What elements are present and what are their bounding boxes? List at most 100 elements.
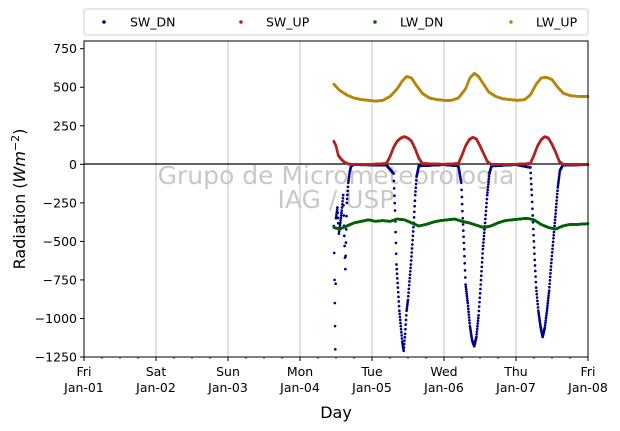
data-point [536, 302, 540, 306]
data-point [411, 234, 415, 238]
data-point [414, 182, 418, 186]
legend-label-lw-up: LW_UP [536, 15, 578, 30]
data-point [549, 265, 553, 268]
x-tick-label-day: Mon [287, 364, 313, 379]
x-axis-label: Day [320, 403, 352, 422]
data-point [344, 241, 348, 244]
data-point [554, 212, 557, 215]
data-point [345, 214, 348, 218]
data-point [461, 216, 465, 220]
data-point [408, 269, 412, 273]
data-point [532, 240, 536, 243]
x-tick-label-day: Tue [360, 364, 383, 379]
data-point [558, 173, 561, 177]
data-point [396, 290, 400, 294]
x-tick-label-date: Jan-04 [279, 380, 320, 395]
data-point [400, 334, 404, 337]
data-point [398, 318, 402, 322]
data-point [343, 244, 346, 248]
data-point [483, 221, 487, 225]
data-point [479, 274, 483, 278]
data-point [551, 240, 555, 244]
data-point [465, 292, 469, 296]
data-point [529, 166, 532, 169]
data-point [484, 209, 488, 213]
data-point [463, 261, 467, 265]
data-point [532, 233, 535, 237]
data-point [554, 209, 558, 212]
data-point [409, 259, 413, 262]
y-tick-label: 0 [69, 157, 77, 172]
data-point [406, 302, 409, 306]
data-point [552, 233, 556, 237]
legend: SW_DN SW_UP LW_DN LW_UP [83, 8, 589, 36]
data-point [475, 335, 478, 339]
data-point [335, 208, 339, 211]
data-point [397, 295, 400, 299]
data-point [544, 314, 548, 317]
data-point [555, 195, 559, 199]
data-point [339, 216, 343, 220]
data-point [339, 219, 342, 222]
data-point [479, 287, 482, 291]
series-lw-up [332, 72, 590, 103]
data-point [487, 174, 491, 178]
data-point [482, 241, 485, 244]
data-point [548, 285, 551, 289]
x-tick-label-date: Jan-06 [423, 380, 464, 395]
legend-label-sw-dn: SW_DN [130, 15, 176, 30]
data-point [404, 327, 407, 331]
data-point [531, 220, 535, 224]
legend-marker-sw-dn [102, 20, 106, 24]
data-point [481, 247, 485, 251]
data-point [341, 193, 345, 197]
data-point [348, 172, 351, 176]
data-point [461, 229, 465, 232]
series-lw-dn [332, 216, 590, 231]
data-point [485, 201, 488, 205]
data-point [465, 294, 469, 298]
y-axis-label-exponent: −2 [9, 135, 22, 151]
data-point [347, 177, 351, 180]
data-points [332, 72, 590, 353]
data-point [332, 251, 336, 255]
data-point [476, 324, 479, 328]
data-point [341, 196, 345, 200]
data-point [544, 319, 548, 322]
data-point [406, 298, 410, 302]
data-point [533, 258, 537, 262]
data-point [334, 216, 338, 220]
legend-marker-lw-dn [373, 20, 377, 24]
data-point [531, 227, 535, 231]
data-point [469, 332, 473, 336]
data-point [400, 330, 403, 334]
data-point [463, 269, 467, 272]
data-point [402, 349, 406, 353]
data-point [535, 292, 539, 296]
data-point [486, 188, 490, 192]
data-point [555, 199, 559, 202]
data-point [536, 299, 539, 303]
data-point [529, 177, 533, 180]
data-point [402, 346, 406, 349]
y-tick-label: −250 [43, 195, 77, 210]
data-point [551, 244, 555, 247]
data-point [546, 304, 549, 308]
data-point [487, 177, 491, 181]
data-point [399, 327, 403, 331]
data-point [552, 230, 556, 234]
y-tick-label: −1000 [35, 311, 77, 326]
data-point [337, 232, 341, 236]
data-point [553, 224, 556, 228]
data-point [544, 321, 547, 325]
data-point [407, 283, 411, 287]
data-point [553, 218, 557, 222]
data-point [467, 310, 470, 314]
data-point [549, 261, 553, 265]
data-point [340, 211, 343, 215]
x-tick-label-date: Jan-02 [135, 380, 176, 395]
y-axis-label-unit: Wm [10, 151, 29, 182]
data-point [405, 309, 408, 313]
data-point [463, 276, 467, 279]
data-point [468, 319, 471, 322]
